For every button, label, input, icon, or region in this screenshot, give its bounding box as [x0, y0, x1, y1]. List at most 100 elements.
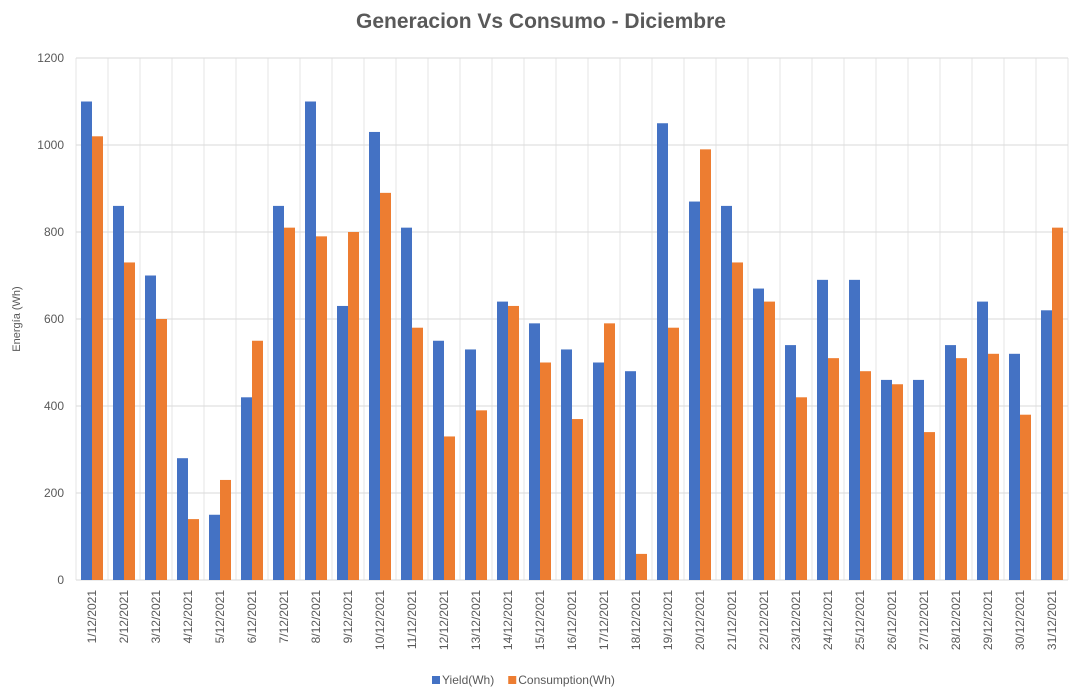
- bar: [337, 305, 348, 580]
- bar: [1020, 414, 1031, 580]
- legend-swatch: [432, 676, 440, 684]
- legend-swatch: [508, 676, 517, 684]
- bar: [625, 371, 636, 580]
- bar: [348, 232, 359, 580]
- bar: [156, 319, 167, 580]
- bar: [689, 201, 700, 581]
- x-tick-label: 22/12/2021: [757, 590, 771, 650]
- bar: [892, 384, 903, 580]
- x-tick-label: 23/12/2021: [789, 590, 803, 650]
- bar: [796, 397, 807, 580]
- x-tick-label: 9/12/2021: [341, 590, 355, 644]
- chart-title: Generacion Vs Consumo - Diciembre: [356, 10, 726, 33]
- bar: [188, 519, 199, 580]
- bar: [668, 327, 679, 580]
- bar: [753, 288, 764, 580]
- bar: [561, 349, 572, 580]
- bar: [785, 345, 796, 580]
- bar: [465, 349, 476, 580]
- bar: [444, 436, 455, 580]
- bar: [540, 362, 551, 580]
- x-tick-label: 27/12/2021: [917, 590, 931, 650]
- bar: [913, 379, 924, 580]
- x-tick-label: 16/12/2021: [565, 590, 579, 650]
- x-tick-label: 6/12/2021: [245, 590, 259, 644]
- x-tick-label: 10/12/2021: [373, 590, 387, 650]
- y-tick-label: 1000: [37, 138, 64, 152]
- x-tick-label: 5/12/2021: [213, 590, 227, 644]
- bar: [572, 419, 583, 580]
- bar: [209, 514, 220, 580]
- bar: [604, 323, 615, 580]
- x-tick-label: 2/12/2021: [117, 590, 131, 644]
- x-tick-label: 21/12/2021: [725, 590, 739, 650]
- legend-label: Consumption(Wh): [518, 673, 615, 687]
- bar: [849, 279, 860, 580]
- bar: [860, 371, 871, 580]
- x-tick-label: 12/12/2021: [437, 590, 451, 650]
- x-tick-label: 31/12/2021: [1045, 590, 1059, 650]
- x-tick-label: 17/12/2021: [597, 590, 611, 650]
- bar: [273, 205, 284, 580]
- bar: [636, 553, 647, 580]
- bar: [1009, 353, 1020, 580]
- bar: [81, 101, 92, 580]
- bar: [113, 205, 124, 580]
- bar: [657, 123, 668, 580]
- bar: [721, 205, 732, 580]
- bar: [433, 340, 444, 580]
- y-tick-label: 1200: [37, 51, 64, 65]
- x-tick-label: 29/12/2021: [981, 590, 995, 650]
- bar: [401, 227, 412, 580]
- bar: [1041, 310, 1052, 580]
- bar: [241, 397, 252, 580]
- bar: [828, 358, 839, 580]
- x-tick-label: 25/12/2021: [853, 590, 867, 650]
- x-tick-label: 13/12/2021: [469, 590, 483, 650]
- x-tick-label: 7/12/2021: [277, 590, 291, 644]
- bar: [145, 275, 156, 580]
- bar: [369, 131, 380, 580]
- bar: [177, 458, 188, 580]
- bar: [252, 340, 263, 580]
- x-tick-label: 1/12/2021: [85, 590, 99, 644]
- x-tick-label: 8/12/2021: [309, 590, 323, 644]
- bar: [881, 379, 892, 580]
- x-tick-label: 3/12/2021: [149, 590, 163, 644]
- bar: [508, 305, 519, 580]
- x-tick-label: 30/12/2021: [1013, 590, 1027, 650]
- bar: [732, 262, 743, 580]
- x-tick-label: 26/12/2021: [885, 590, 899, 650]
- bar: [593, 362, 604, 580]
- bar: [380, 192, 391, 580]
- bar: [700, 149, 711, 580]
- x-tick-label: 19/12/2021: [661, 590, 675, 650]
- bar: [284, 227, 295, 580]
- x-tick-label: 14/12/2021: [501, 590, 515, 650]
- x-tick-label: 11/12/2021: [405, 590, 419, 649]
- bar: [305, 101, 316, 580]
- bar: [956, 358, 967, 580]
- bar: [817, 279, 828, 580]
- x-tick-label: 15/12/2021: [533, 590, 547, 650]
- bar: [220, 479, 231, 580]
- bar: [92, 136, 103, 581]
- bar: [924, 432, 935, 580]
- y-tick-label: 400: [44, 399, 64, 413]
- bar: [945, 345, 956, 580]
- bar: [412, 327, 423, 580]
- x-tick-label: 24/12/2021: [821, 590, 835, 650]
- legend-label: Yield(Wh): [442, 673, 494, 687]
- bar: [977, 301, 988, 580]
- bar: [316, 236, 327, 580]
- bar: [529, 323, 540, 580]
- x-tick-label: 18/12/2021: [629, 590, 643, 650]
- bar: [124, 262, 135, 580]
- y-tick-label: 600: [44, 312, 64, 326]
- bar: [1052, 227, 1063, 580]
- bar: [988, 353, 999, 580]
- bar: [764, 301, 775, 580]
- y-axis-label: Energía (Wh): [11, 286, 23, 351]
- y-tick-label: 200: [44, 486, 64, 500]
